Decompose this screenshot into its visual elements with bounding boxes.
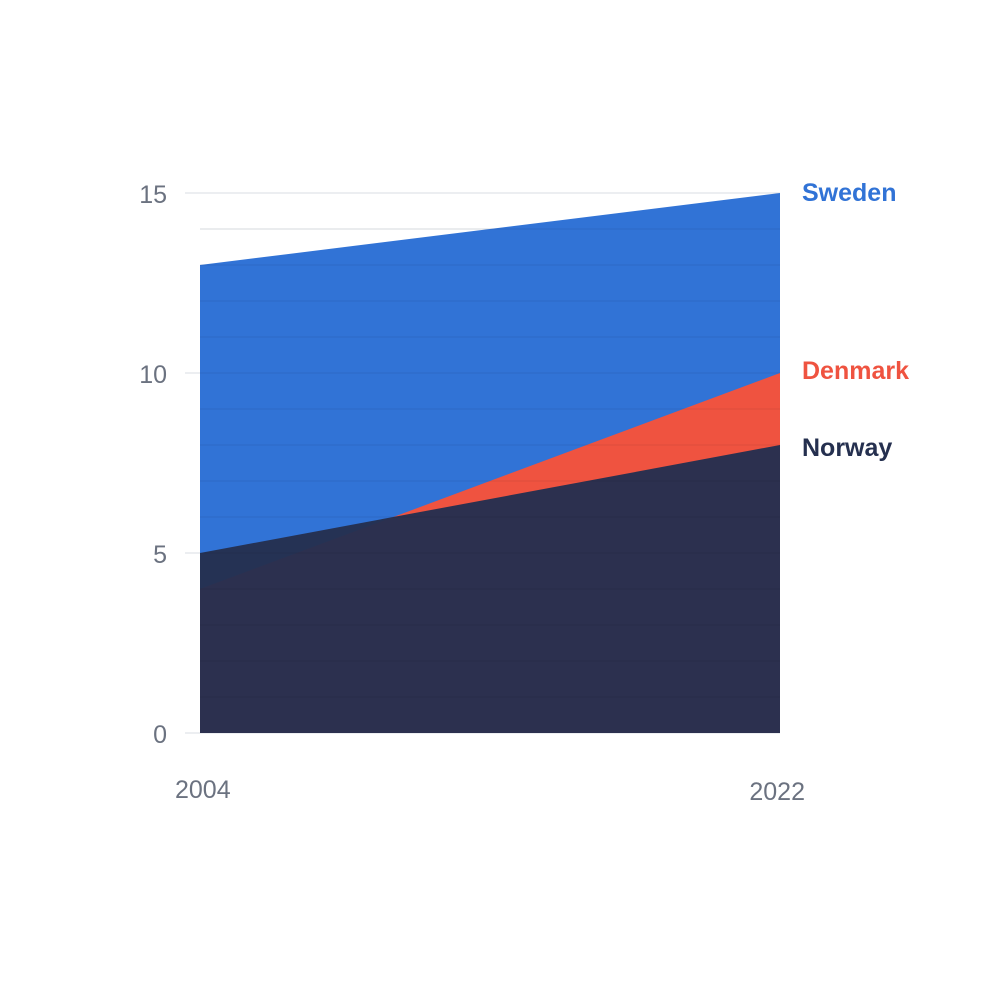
y-axis: 0 5 10 15 [139,181,167,749]
series-labels: Sweden Denmark Norway [802,179,909,462]
area-norway [200,445,780,733]
x-tick-label: 2022 [749,778,805,806]
series-label-denmark: Denmark [802,357,909,385]
series-areas [200,193,780,733]
y-tick-label: 10 [139,361,167,389]
series-label-norway: Norway [802,434,892,462]
y-tick-label: 15 [139,181,167,209]
x-axis: 2004 2022 [175,776,805,806]
x-tick-label: 2004 [175,776,231,804]
series-label-sweden: Sweden [802,179,896,207]
y-tick-label: 5 [153,541,167,569]
y-tick-label: 0 [153,721,167,749]
